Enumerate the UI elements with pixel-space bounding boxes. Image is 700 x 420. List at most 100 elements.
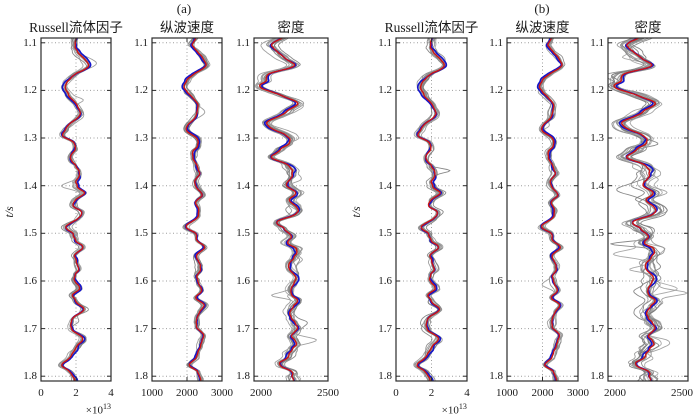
y-tick-label: 1.1 [134, 36, 148, 49]
x-tick-label: 2500 [671, 387, 693, 399]
ensemble-curve [254, 38, 317, 381]
y-tick-label: 1.6 [23, 274, 37, 287]
x-tick-label: 0 [38, 387, 44, 399]
y-tick-label: 1.6 [378, 274, 392, 287]
plot-density-a [253, 37, 329, 382]
mean-curve [416, 38, 445, 381]
y-tick-label: 1.2 [236, 84, 250, 97]
axes-box [253, 37, 329, 382]
y-tick-label: 1.6 [489, 274, 503, 287]
axes-box [607, 37, 689, 382]
y-tick-label: 1.3 [590, 132, 604, 145]
y-tick-label: 1.6 [236, 274, 250, 287]
y-tick-label: 1.2 [590, 84, 604, 97]
x-scale-exponent: 13 [103, 402, 111, 411]
y-tick-label: 1.1 [590, 36, 604, 49]
y-tick-label: 1.8 [590, 370, 604, 383]
group-label-a: (a) [176, 1, 192, 16]
y-tick-label: 1.5 [590, 227, 604, 240]
x-tick-label: 3000 [567, 387, 589, 399]
y-tick-label: 1.8 [489, 370, 503, 383]
y-tick-label: 1.2 [378, 84, 392, 97]
ensemble-curve [261, 38, 302, 381]
y-tick-label: 1.7 [489, 322, 503, 335]
x-tick-label: 4 [108, 387, 114, 399]
y-tick-label: 1.7 [236, 322, 250, 335]
group-label-b: (b) [534, 1, 550, 16]
mean-curve [183, 38, 207, 381]
y-tick-label: 1.4 [489, 179, 503, 192]
x-tick-label: 4 [464, 387, 470, 399]
x-tick-label: 3000 [211, 387, 233, 399]
x-tick-label: 2000 [604, 387, 626, 399]
panel-title-density-b: 密度 [634, 20, 662, 35]
panel-title-vp-b: 纵波速度 [515, 20, 570, 35]
plot-russell-a [40, 37, 112, 382]
ensemble-curve [416, 38, 451, 381]
y-tick-label: 1.5 [134, 227, 148, 240]
y-tick-label: 1.1 [489, 36, 503, 49]
y-tick-label: 1.3 [23, 132, 37, 145]
y-tick-label: 1.4 [590, 179, 604, 192]
y-tick-label: 1.1 [236, 36, 250, 49]
x-tick-label: 2000 [250, 387, 272, 399]
gridlines [608, 42, 688, 377]
x-tick-label: 1000 [141, 387, 163, 399]
mean-curve [538, 38, 563, 381]
y-tick-label: 1.4 [378, 179, 392, 192]
x-tick-label: 2500 [317, 387, 339, 399]
y-tick-label: 1.3 [134, 132, 148, 145]
plot-density-b [607, 37, 689, 382]
x-scale-label-russell-a: ×1013 [66, 402, 130, 417]
x-tick-label: 1000 [496, 387, 518, 399]
y-tick-label: 1.1 [378, 36, 392, 49]
y-tick-label: 1.7 [378, 322, 392, 335]
y-tick-label: 1.8 [134, 370, 148, 383]
y-tick-label: 1.3 [378, 132, 392, 145]
y-tick-label: 1.6 [134, 274, 148, 287]
x-scale-mantissa: ×10 [441, 404, 459, 417]
y-tick-label: 1.4 [236, 179, 250, 192]
x-tick-label: 2000 [531, 387, 554, 399]
time-axis-label-b: t/s [349, 206, 363, 218]
tick-marks [607, 38, 689, 381]
y-tick-label: 1.6 [590, 274, 604, 287]
ensemble-curve [609, 38, 657, 381]
x-tick-label: 0 [393, 387, 399, 399]
tick-marks [151, 38, 223, 381]
y-tick-label: 1.2 [23, 84, 37, 97]
y-tick-label: 1.8 [236, 370, 250, 383]
panel-title-russell-a: Russell流体因子 [29, 20, 123, 35]
tick-marks [253, 38, 329, 381]
panel-title-vp-a: 纵波速度 [160, 20, 214, 35]
y-tick-label: 1.5 [489, 227, 503, 240]
y-tick-label: 1.3 [489, 132, 503, 145]
mean-curve [613, 38, 657, 381]
y-tick-label: 1.1 [23, 36, 37, 49]
y-tick-label: 1.5 [23, 227, 37, 240]
plot-vp-b [506, 37, 579, 382]
y-tick-label: 1.8 [378, 370, 392, 383]
y-tick-label: 1.5 [378, 227, 392, 240]
ensemble-curve [610, 38, 660, 381]
mean-curve [61, 38, 90, 381]
x-tick-label: 2 [73, 387, 79, 399]
ensemble-curve [615, 38, 663, 381]
y-tick-label: 1.2 [134, 84, 148, 97]
tick-marks [40, 38, 112, 381]
plot-russell-b [395, 37, 468, 382]
y-tick-label: 1.3 [236, 132, 250, 145]
ensemble-curve [610, 38, 663, 381]
y-tick-label: 1.7 [134, 322, 148, 335]
y-tick-label: 1.8 [23, 370, 37, 383]
x-scale-label-russell-b: ×1013 [422, 402, 486, 417]
mean-curve [259, 38, 300, 381]
x-tick-label: 2000 [176, 387, 198, 399]
y-tick-label: 1.7 [23, 322, 37, 335]
y-tick-label: 1.2 [489, 84, 503, 97]
tick-marks [395, 38, 468, 381]
plot-vp-a [151, 37, 223, 382]
y-tick-label: 1.5 [236, 227, 250, 240]
y-tick-label: 1.4 [134, 179, 148, 192]
